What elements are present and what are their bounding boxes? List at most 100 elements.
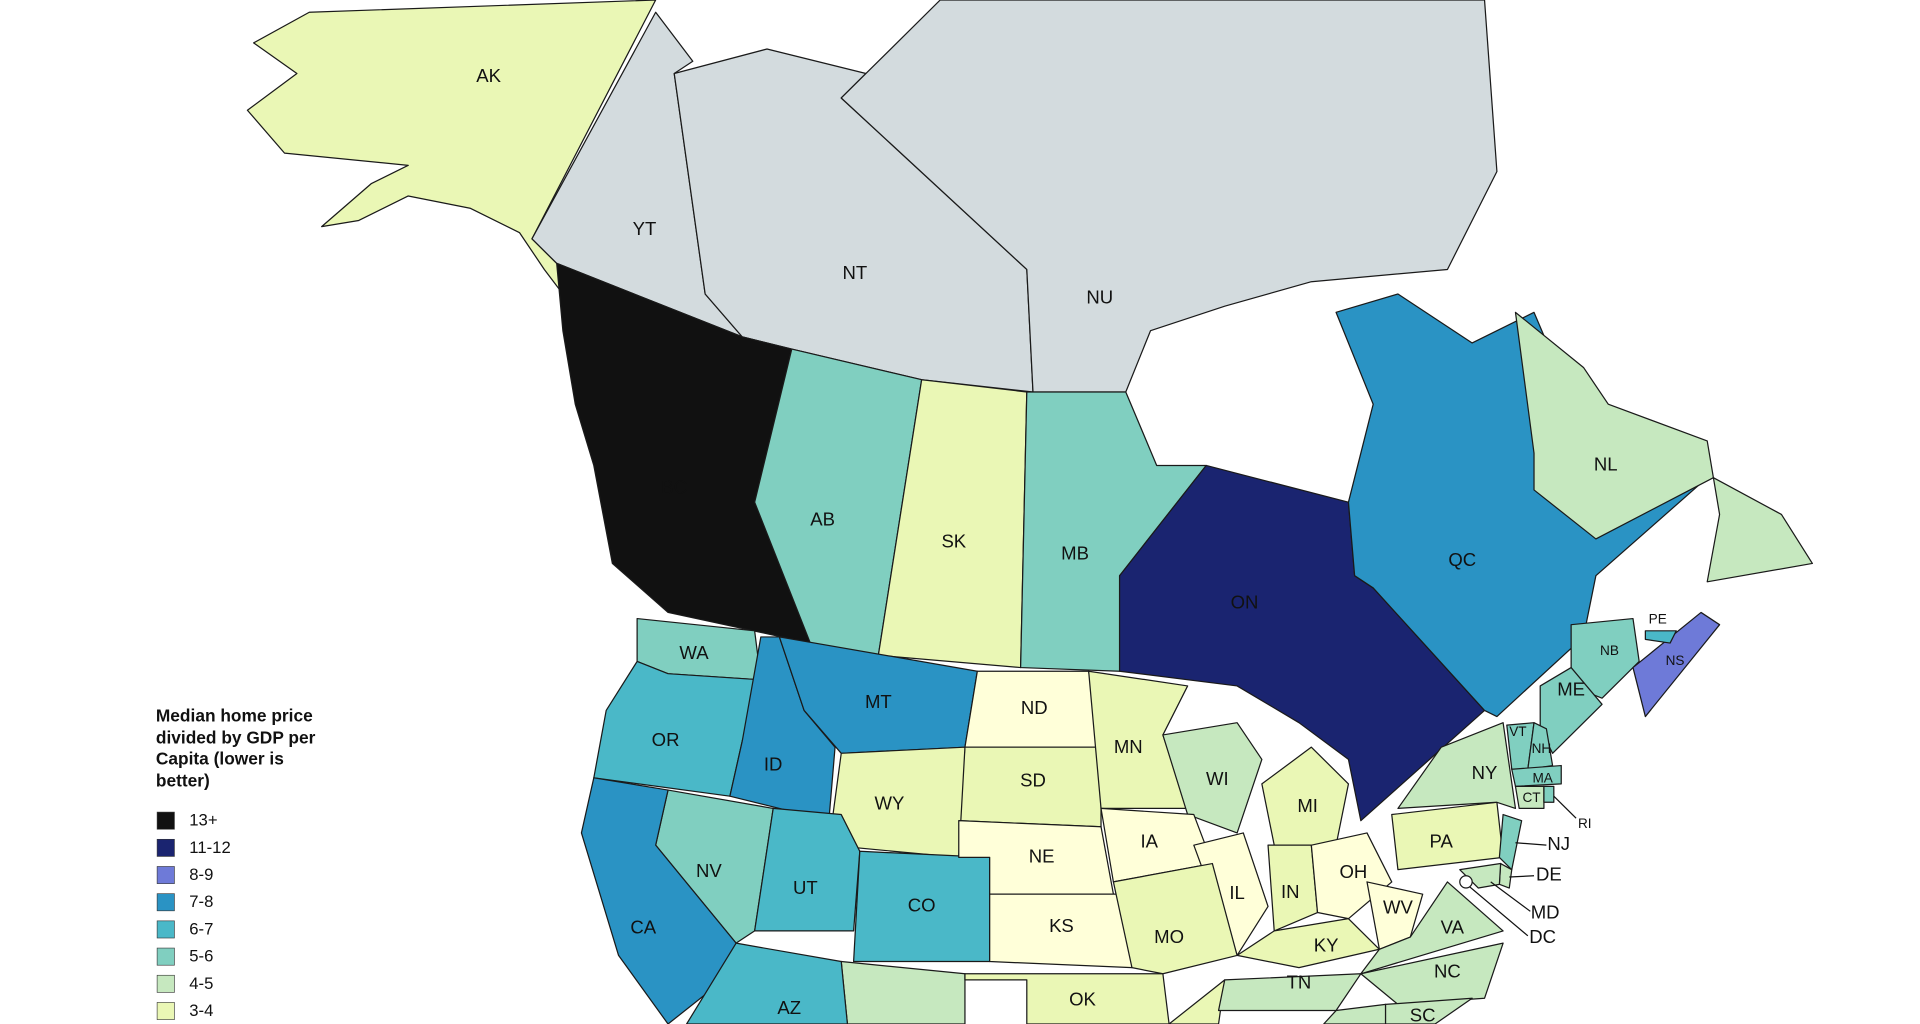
- region-label: AB: [810, 509, 835, 530]
- region-label: OH: [1339, 861, 1367, 882]
- region-label: SK: [941, 531, 966, 552]
- region-label: PE: [1649, 611, 1667, 626]
- region-label: KS: [1049, 915, 1074, 936]
- region-label: NY: [1472, 762, 1498, 783]
- region-shape: [1162, 722, 1263, 834]
- region-label: WI: [1206, 768, 1229, 789]
- region-label: AK: [476, 65, 501, 86]
- region-label: WY: [875, 793, 905, 814]
- region-label: IL: [1229, 882, 1244, 903]
- region-shape: [1527, 722, 1554, 770]
- region-shape: [1539, 666, 1603, 754]
- region-label: QC: [1448, 549, 1476, 570]
- region-label: SD: [1020, 769, 1046, 790]
- region-label: ON: [1231, 592, 1259, 613]
- callout-line: [1515, 842, 1547, 846]
- region-shape: [1217, 973, 1362, 1012]
- callout-line: [1490, 881, 1531, 912]
- region-shape: [685, 942, 849, 1024]
- region-shape: [1706, 477, 1813, 583]
- region-shape: [1236, 918, 1380, 969]
- region-shape: [246, 0, 657, 320]
- region-shape: [754, 807, 861, 932]
- region-shape: [1644, 630, 1677, 644]
- region-label: NC: [1434, 960, 1461, 981]
- callout-line: [1469, 886, 1529, 937]
- region-label: OK: [1069, 989, 1096, 1010]
- region-label: SC: [1410, 1005, 1436, 1024]
- region-label: PA: [1430, 831, 1454, 852]
- region-shape: [1397, 722, 1517, 810]
- region-shape: [964, 973, 1170, 1024]
- region-label: OR: [652, 729, 680, 750]
- callout-line: [1509, 875, 1535, 878]
- region-shape: [1112, 862, 1238, 975]
- region-label: ND: [1021, 697, 1048, 718]
- region-label: ID: [764, 753, 783, 774]
- legend-swatch: [156, 1002, 175, 1020]
- region-label: NV: [696, 860, 722, 881]
- region-label: TN: [1287, 972, 1312, 993]
- region-shape: [1459, 875, 1473, 889]
- region-label: NS: [1666, 653, 1685, 668]
- legend-label: 7-8: [189, 892, 213, 911]
- region-label: DC: [1529, 926, 1556, 947]
- region-label: KY: [1314, 935, 1339, 956]
- region-label: RI: [1578, 816, 1592, 831]
- legend-label: 5-6: [189, 947, 213, 966]
- region-shape: [1543, 785, 1555, 803]
- region-label: MT: [865, 691, 892, 712]
- region-label: IA: [1141, 831, 1159, 852]
- legend-swatch: [156, 838, 175, 857]
- region-label: BC: [661, 477, 687, 498]
- legend-swatch: [156, 866, 175, 884]
- legend-label: 4-5: [189, 974, 213, 993]
- region-label: WV: [1383, 897, 1414, 918]
- region-label: NL: [1594, 453, 1618, 474]
- region-shape: [1360, 881, 1504, 975]
- region-shape: [556, 262, 811, 644]
- region-shape: [1323, 1003, 1387, 1024]
- region-shape: [1632, 611, 1721, 718]
- region-label: MN: [1114, 736, 1143, 757]
- region-label: AZ: [777, 997, 801, 1018]
- region-shape: [1498, 813, 1523, 871]
- region-shape: [1261, 746, 1350, 846]
- legend-title-box: Median home price divided by GDP per Cap…: [155, 705, 316, 790]
- legend-label: 8-9: [189, 865, 213, 884]
- region-label: VA: [1441, 916, 1465, 937]
- legend-label: 13+: [189, 811, 217, 830]
- region-shape: [1511, 764, 1562, 787]
- region-label: IN: [1281, 881, 1300, 902]
- region-label: MA: [1532, 771, 1552, 786]
- region-label: DE: [1536, 864, 1562, 885]
- region-shape: [1514, 785, 1545, 810]
- legend-swatch: [156, 893, 175, 912]
- region-label: NH: [1532, 741, 1552, 756]
- region-label: WA: [679, 642, 709, 663]
- region-label: MI: [1297, 795, 1318, 816]
- background-shapes: [840, 960, 1387, 1024]
- region-label: CO: [908, 894, 936, 915]
- legend-title: Median home price divided by GDP per Cap…: [155, 705, 316, 790]
- region-label: CA: [630, 916, 656, 937]
- region-label: UT: [793, 877, 818, 898]
- region-label: YT: [633, 218, 657, 239]
- legend-swatch: [156, 811, 175, 830]
- region-label: NT: [842, 262, 867, 283]
- legend-label: 11-12: [189, 838, 230, 857]
- region-label: CT: [1522, 790, 1540, 805]
- region-label: MD: [1531, 902, 1560, 923]
- region-label: NJ: [1547, 833, 1570, 854]
- region-label: NU: [1086, 287, 1113, 308]
- legend: Median home price divided by GDP per Cap…: [155, 705, 316, 1020]
- region-shape: [1168, 979, 1226, 1024]
- callout-line: [1553, 795, 1577, 819]
- legend-swatch: [156, 947, 175, 966]
- legend-label: 6-7: [189, 919, 213, 938]
- legend-label: 3-4: [189, 1001, 213, 1020]
- region-shape: [1360, 942, 1504, 1006]
- region-label: MB: [1061, 543, 1089, 564]
